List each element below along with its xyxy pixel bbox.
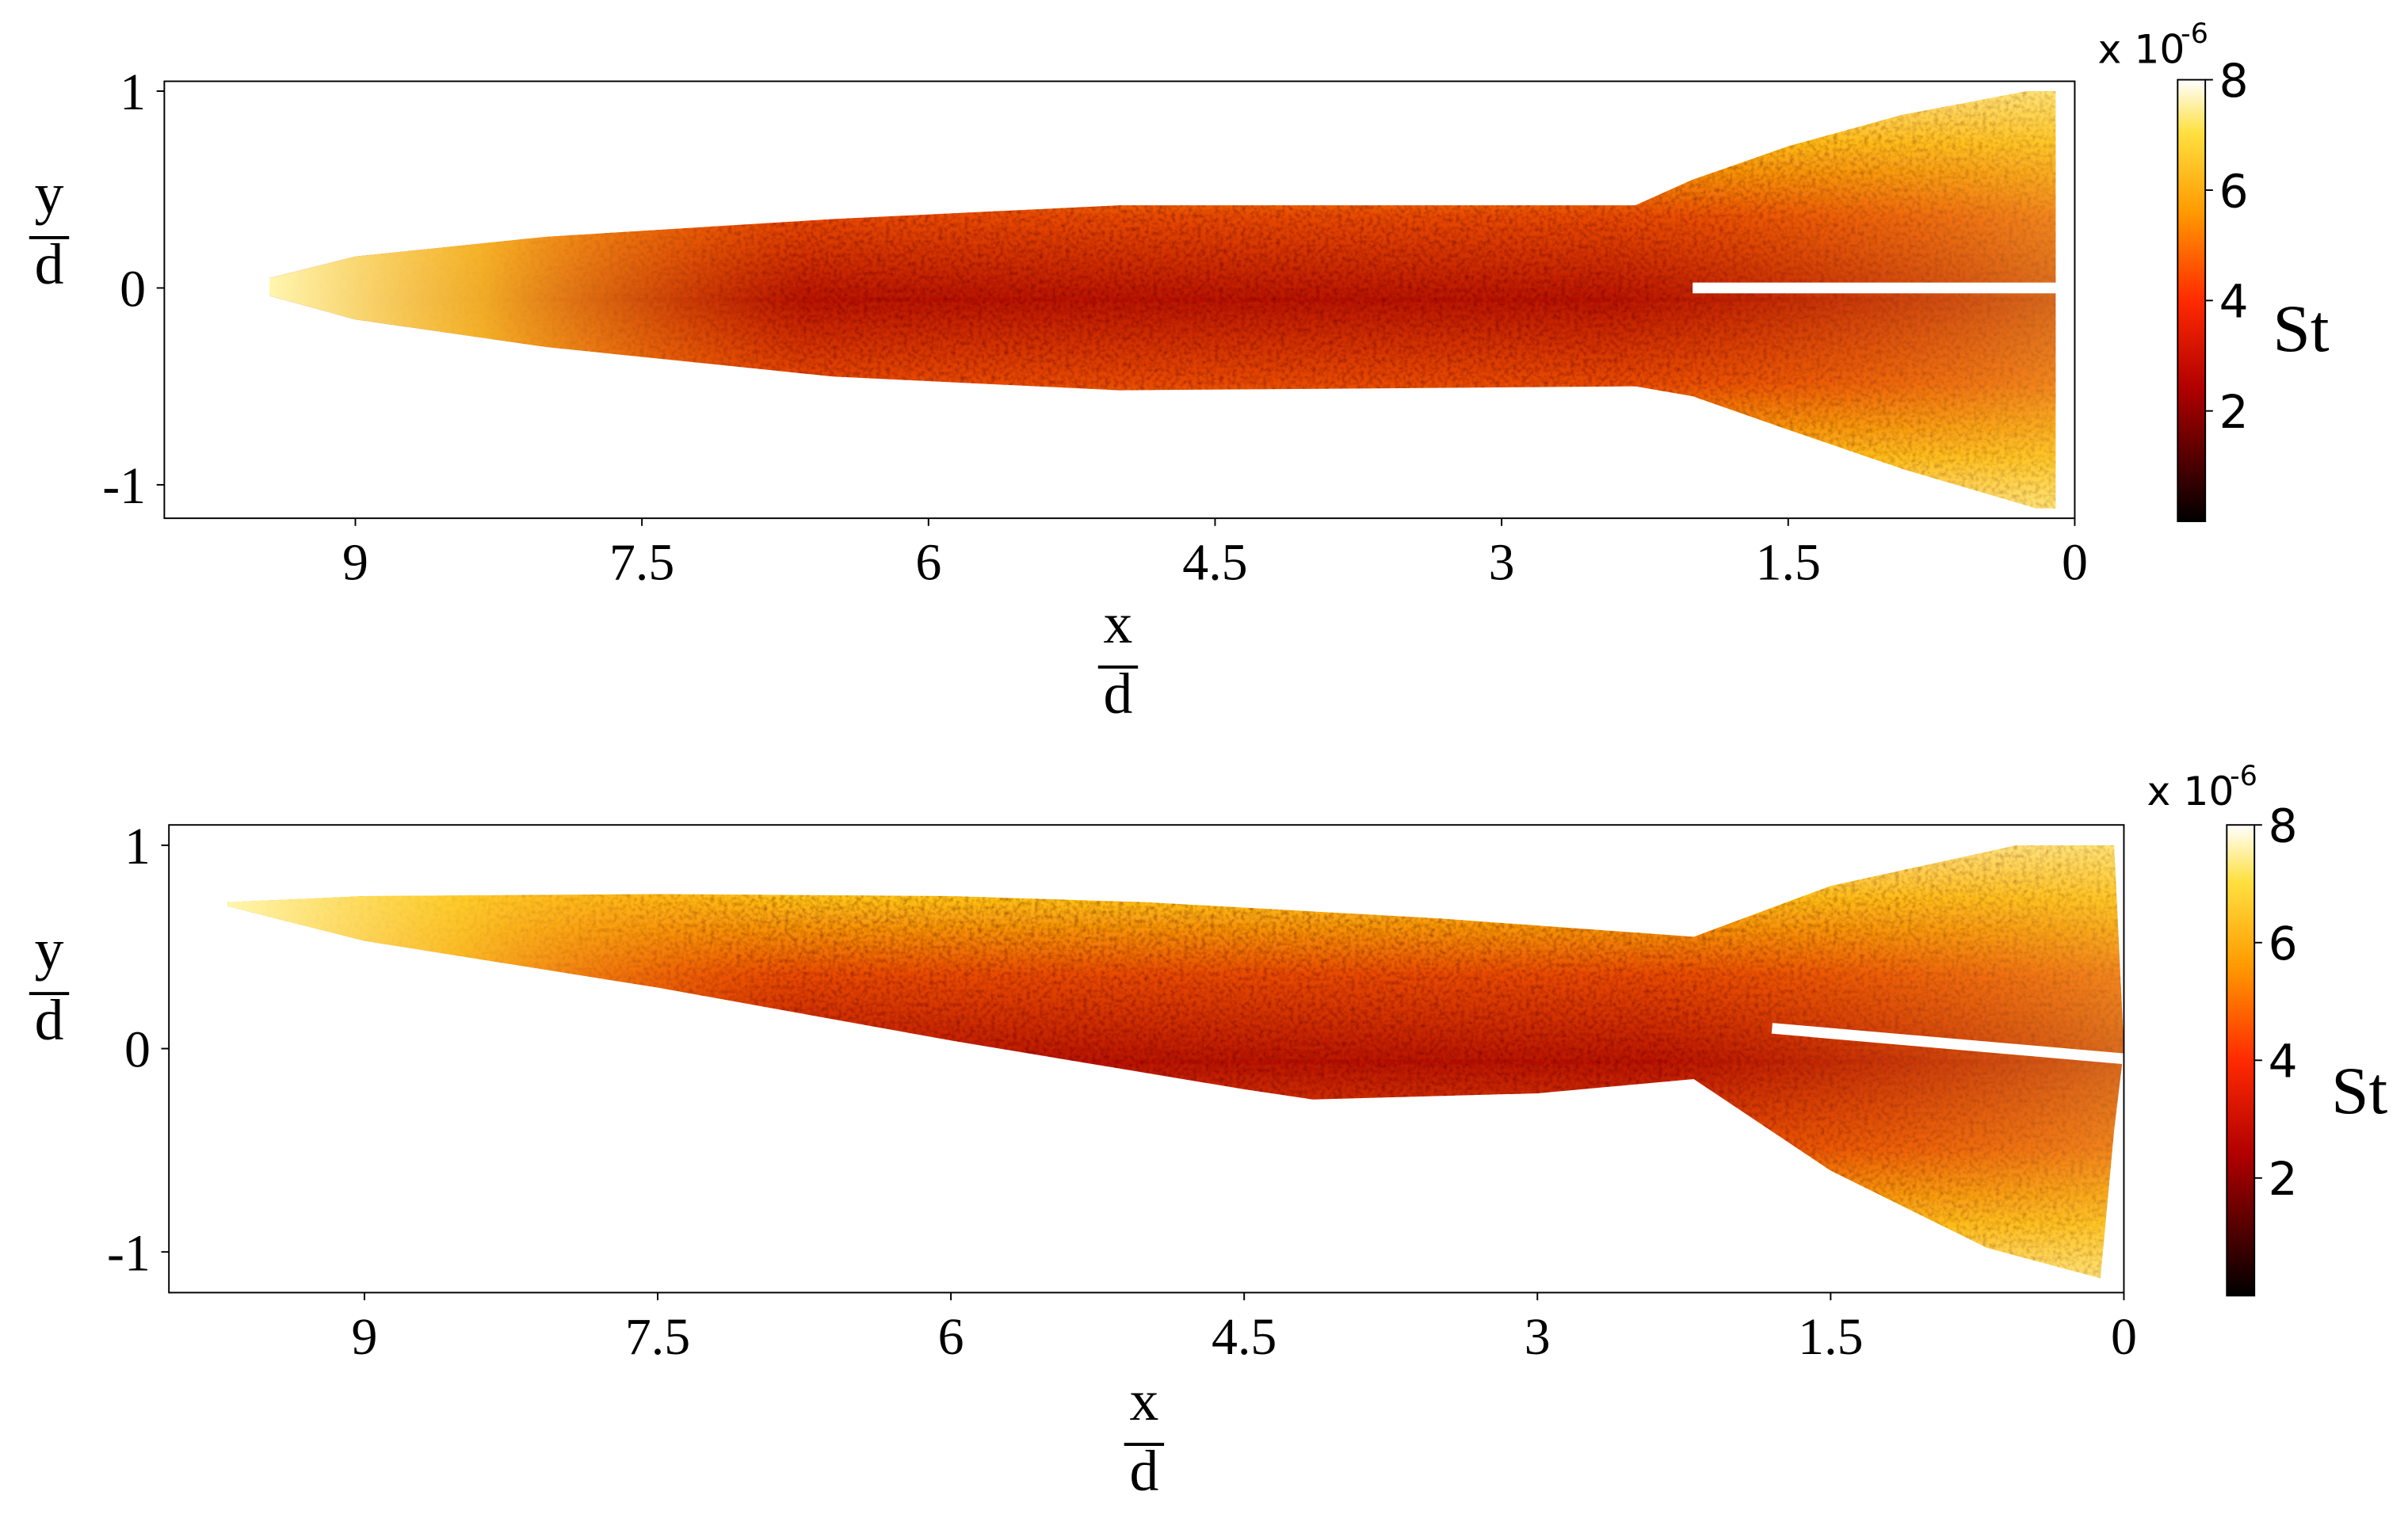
colorbar-exponent: -6 <box>2181 18 2208 50</box>
colorbar-tick-label: 6 <box>2219 164 2249 218</box>
x-axis-label-denominator: d <box>1104 661 1133 726</box>
colorbar-tick-label: 4 <box>2269 1035 2298 1089</box>
x-tick-label: 4.5 <box>1212 1308 1277 1366</box>
colorbar-label: St <box>2273 292 2329 366</box>
colorbar-tick-label: 8 <box>2219 54 2249 108</box>
x-tick-label: 6 <box>915 534 941 592</box>
x-axis-label-denominator: d <box>1130 1438 1159 1503</box>
x-tick-label: 6 <box>938 1308 964 1366</box>
colorbar-tick-label: 6 <box>2269 917 2298 971</box>
x-axis-label-numerator: x <box>1130 1367 1159 1432</box>
x-tick-label: 4.5 <box>1182 534 1247 592</box>
x-tick-label: 3 <box>1525 1308 1551 1366</box>
plot-frame <box>168 824 2125 1294</box>
colorbar-tick-label: 4 <box>2219 275 2249 329</box>
y-tick-label: 0 <box>120 261 146 318</box>
colorbar <box>2226 824 2256 1297</box>
colorbar-tick-label: 2 <box>2269 1152 2298 1206</box>
y-tick-label: 1 <box>120 63 146 121</box>
y-tick-label: 1 <box>124 818 151 875</box>
heatmap-edge-shade <box>269 90 2056 509</box>
x-tick-label: 9 <box>342 534 368 592</box>
x-tick-label: 7.5 <box>609 534 674 592</box>
x-tick-label: 7.5 <box>625 1308 690 1366</box>
x-tick-label: 9 <box>351 1308 377 1366</box>
y-tick-label: -1 <box>102 457 146 515</box>
colorbar-label: St <box>2331 1054 2387 1128</box>
x-tick-label: 3 <box>1489 534 1515 592</box>
x-axis-label-numerator: x <box>1104 590 1133 655</box>
y-axis-label-numerator: y <box>35 161 64 226</box>
colorbar <box>2177 78 2207 522</box>
plot-frame <box>163 80 2076 520</box>
colorbar-tick-label: 8 <box>2269 799 2298 853</box>
x-tick-label: 1.5 <box>1798 1308 1863 1366</box>
colorbar-scale: x 10 <box>2097 25 2185 72</box>
x-tick-label: 0 <box>2062 534 2088 592</box>
x-tick-label: 0 <box>2111 1308 2137 1366</box>
y-tick-label: 0 <box>124 1021 151 1079</box>
colorbar-exponent: -6 <box>2230 761 2257 792</box>
slot <box>1771 1023 2125 1065</box>
y-axis-label-denominator: d <box>35 987 64 1052</box>
heatmap-edge-shade <box>227 845 2124 1279</box>
colorbar-scale: x 10 <box>2147 768 2234 814</box>
y-axis-label-numerator: y <box>35 917 64 982</box>
colorbar-tick-label: 2 <box>2219 385 2249 439</box>
y-axis-label-denominator: d <box>35 231 64 296</box>
y-tick-label: -1 <box>107 1224 151 1282</box>
x-tick-label: 1.5 <box>1756 534 1821 592</box>
